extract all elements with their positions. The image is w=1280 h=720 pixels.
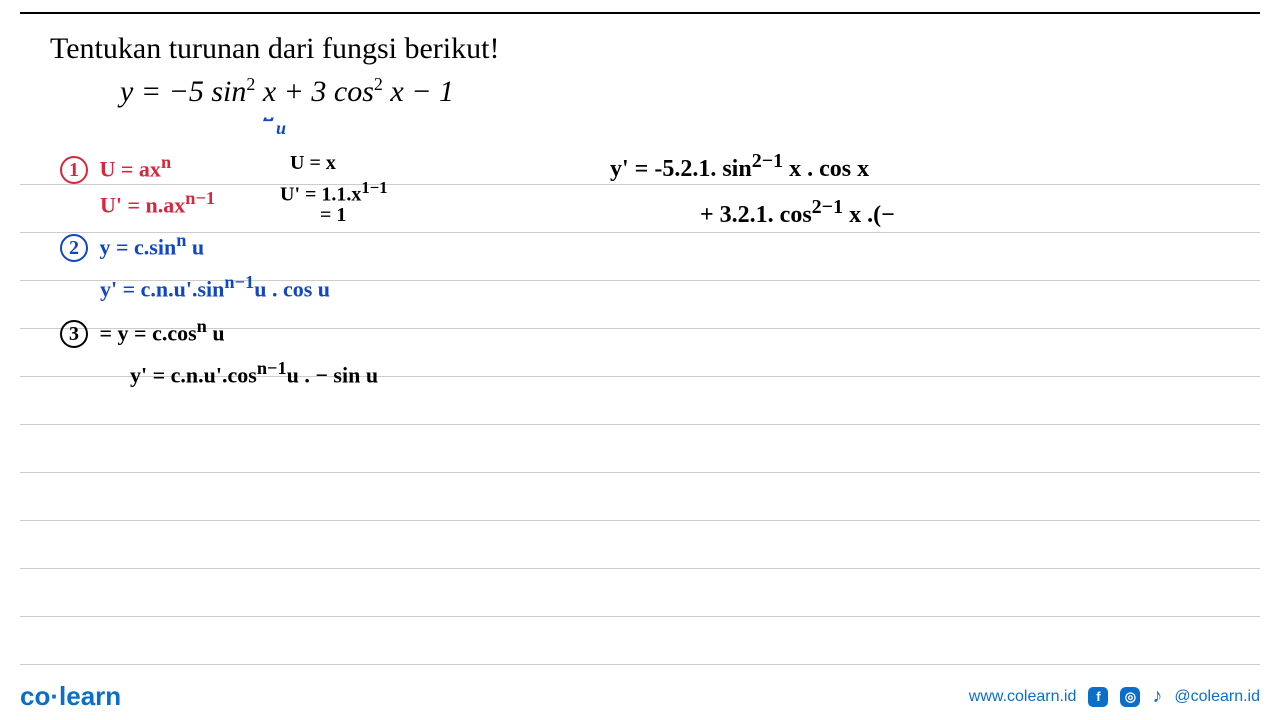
instagram-icon[interactable]: ◎: [1120, 687, 1140, 707]
rule1-sub-uprime-exp: 1−1: [361, 178, 387, 197]
rule1-sub-u: U = x: [290, 152, 336, 175]
ruled-line: [20, 424, 1260, 425]
work-l2-body: + 3.2.1. cos: [700, 202, 812, 228]
rule2-line: 2 y = c.sinn u: [60, 230, 204, 262]
rule2-func-exp: n: [176, 230, 186, 250]
tiktok-icon[interactable]: ♪: [1152, 685, 1162, 708]
rule2-deriv-body: y' = c.n.u'.sin: [100, 276, 224, 301]
rule3-func-exp: n: [197, 316, 207, 336]
ruled-line: [20, 568, 1260, 569]
rule1-deriv-body: U' = n.ax: [100, 192, 185, 217]
brand-logo: co·learn: [20, 681, 121, 712]
problem-equation: y = −5 sin2 x + 3 cos2 x − 1 ⎵ u: [120, 74, 1260, 109]
work-l2-exp: 2−1: [812, 196, 843, 218]
rule3-number: 3: [60, 320, 88, 348]
rule1-deriv-exp: n−1: [185, 188, 215, 208]
underbrace-icon: ⎵: [265, 104, 274, 122]
footer-url[interactable]: www.colearn.id: [969, 688, 1077, 706]
ruled-line: [20, 616, 1260, 617]
footer-right: www.colearn.id f ◎ ♪ @colearn.id: [969, 685, 1260, 708]
rule3-func: = y = c.cos: [100, 320, 197, 345]
rule1-sub-result: = 1: [320, 204, 346, 227]
rule3-line: 3 = y = c.cosn u: [60, 316, 225, 348]
logo-part-b: learn: [59, 681, 121, 711]
work-l1-exp: 2−1: [752, 150, 783, 172]
rule3-deriv-body: y' = c.n.u'.cos: [130, 362, 257, 387]
worksheet-page: Tentukan turunan dari fungsi berikut! y …: [20, 12, 1260, 680]
footer: co·learn www.colearn.id f ◎ ♪ @colearn.i…: [20, 681, 1260, 712]
eq-exp1: 2: [246, 74, 255, 94]
ruled-line: [20, 184, 1260, 185]
rule3-deriv-tail: u . − sin u: [287, 362, 378, 387]
rule1-number: 1: [60, 156, 88, 184]
rule1-func: U = ax: [100, 156, 161, 181]
work-line1: y' = -5.2.1. sin2−1 x . cos x: [610, 150, 869, 183]
rule3-deriv: y' = c.n.u'.cosn−1u . − sin u: [130, 358, 378, 388]
facebook-icon[interactable]: f: [1088, 687, 1108, 707]
rule3-deriv-exp: n−1: [257, 358, 287, 378]
eq-exp2: 2: [374, 74, 383, 94]
work-line2: + 3.2.1. cos2−1 x .(−: [700, 196, 895, 229]
eq-p1: = −5 sin: [133, 75, 246, 108]
rule2-deriv: y' = c.n.u'.sinn−1u . cos u: [100, 272, 330, 302]
logo-part-a: co: [20, 681, 50, 711]
footer-handle[interactable]: @colearn.id: [1174, 688, 1260, 706]
rule1-line: 1 U = axn: [60, 152, 171, 184]
ruled-line: [20, 232, 1260, 233]
work-l2-tail: x .(−: [843, 202, 895, 228]
underbrace-label: u: [276, 118, 286, 139]
rule3-func-tail: u: [207, 320, 225, 345]
logo-dot: ·: [50, 681, 59, 711]
rule2-func-tail: u: [186, 234, 204, 259]
ruled-line: [20, 664, 1260, 665]
ruled-line: [20, 472, 1260, 473]
rule1-sub-uprime: U' = 1.1.x1−1: [280, 178, 388, 207]
rule2-func: y = c.sin: [100, 234, 177, 259]
eq-lhs: y: [120, 75, 133, 108]
rule1-sub-uprime-body: U' = 1.1.x: [280, 184, 361, 206]
work-l1-tail: x . cos x: [783, 156, 869, 182]
problem-prompt: Tentukan turunan dari fungsi berikut!: [50, 32, 1260, 66]
rule2-deriv-exp: n−1: [224, 272, 254, 292]
rule2-deriv-tail: u . cos u: [254, 276, 330, 301]
rule2-number: 2: [60, 234, 88, 262]
work-l1-body: y' = -5.2.1. sin: [610, 156, 752, 182]
rule1-func-exp: n: [161, 152, 171, 172]
rule1-deriv: U' = n.axn−1: [100, 188, 215, 218]
eq-tail: x − 1: [383, 75, 454, 108]
ruled-line: [20, 520, 1260, 521]
